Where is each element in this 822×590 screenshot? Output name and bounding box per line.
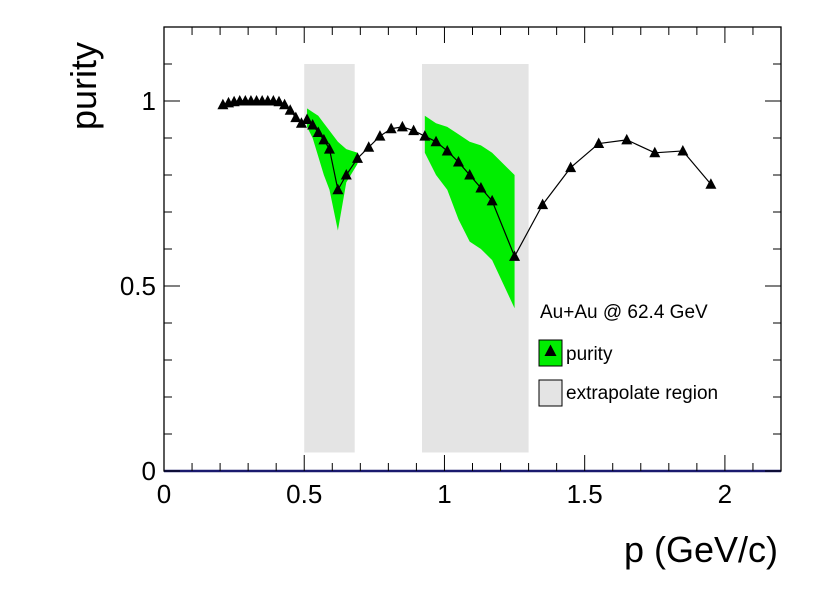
purity-point (352, 152, 364, 163)
purity-point (621, 133, 633, 145)
purity-point (332, 183, 344, 195)
legend-extrapolate-swatch (538, 379, 563, 407)
y-tick-label: 0 (142, 456, 156, 486)
purity-point (537, 198, 549, 210)
tick-labels: 0 0.5 1 1.5 2 0 0.5 1 (120, 86, 732, 509)
legend-purity-label: purity (566, 344, 613, 365)
purity-point (408, 124, 420, 136)
purity-point (677, 144, 689, 156)
purity-point (318, 133, 330, 145)
purity-point (301, 113, 313, 124)
purity-point (565, 161, 577, 173)
purity-point (705, 178, 717, 189)
legend-header: Au+Au @ 62.4 GeV (540, 302, 708, 323)
purity-point (509, 250, 521, 261)
purity-point (273, 95, 285, 107)
x-tick-label: 1 (437, 479, 451, 509)
purity-point (649, 146, 661, 158)
purity-point (284, 104, 296, 115)
axis-ticks (163, 26, 782, 472)
purity-band-segment-1 (307, 108, 358, 231)
legend-purity-marker (544, 344, 557, 356)
purity-markers (217, 95, 717, 261)
purity-point (452, 156, 464, 167)
purity-point (374, 130, 386, 141)
purity-point (475, 181, 487, 193)
purity-point (441, 144, 453, 156)
purity-point (430, 135, 442, 147)
purity-point (486, 194, 498, 206)
purity-point (340, 169, 352, 180)
purity-point (396, 120, 408, 132)
purity-point (279, 98, 291, 110)
purity-point (295, 117, 307, 128)
purity-point (419, 130, 431, 141)
x-tick-label: 0.5 (286, 479, 322, 509)
purity-point (307, 119, 319, 130)
purity-point (385, 122, 397, 134)
y-tick-label: 0.5 (120, 271, 156, 301)
purity-point (363, 141, 375, 152)
x-tick-label: 1.5 (567, 479, 603, 509)
legend-extrapolate-label: extrapolate region (566, 383, 718, 404)
purity-point (464, 169, 476, 180)
purity-band (307, 108, 515, 309)
purity-point (593, 137, 605, 149)
x-tick-label: 2 (718, 479, 732, 509)
y-tick-label: 1 (142, 86, 156, 116)
legend: Au+Au @ 62.4 GeV purity extrapolate regi… (538, 302, 718, 407)
purity-band-segment-2 (424, 115, 515, 309)
purity-point (323, 143, 335, 154)
purity-point (290, 111, 302, 123)
purity-point (312, 126, 324, 137)
x-tick-label: 0 (157, 479, 171, 509)
x-axis-title: p (GeV/c) (624, 529, 778, 570)
y-axis-title: purity (63, 42, 104, 130)
